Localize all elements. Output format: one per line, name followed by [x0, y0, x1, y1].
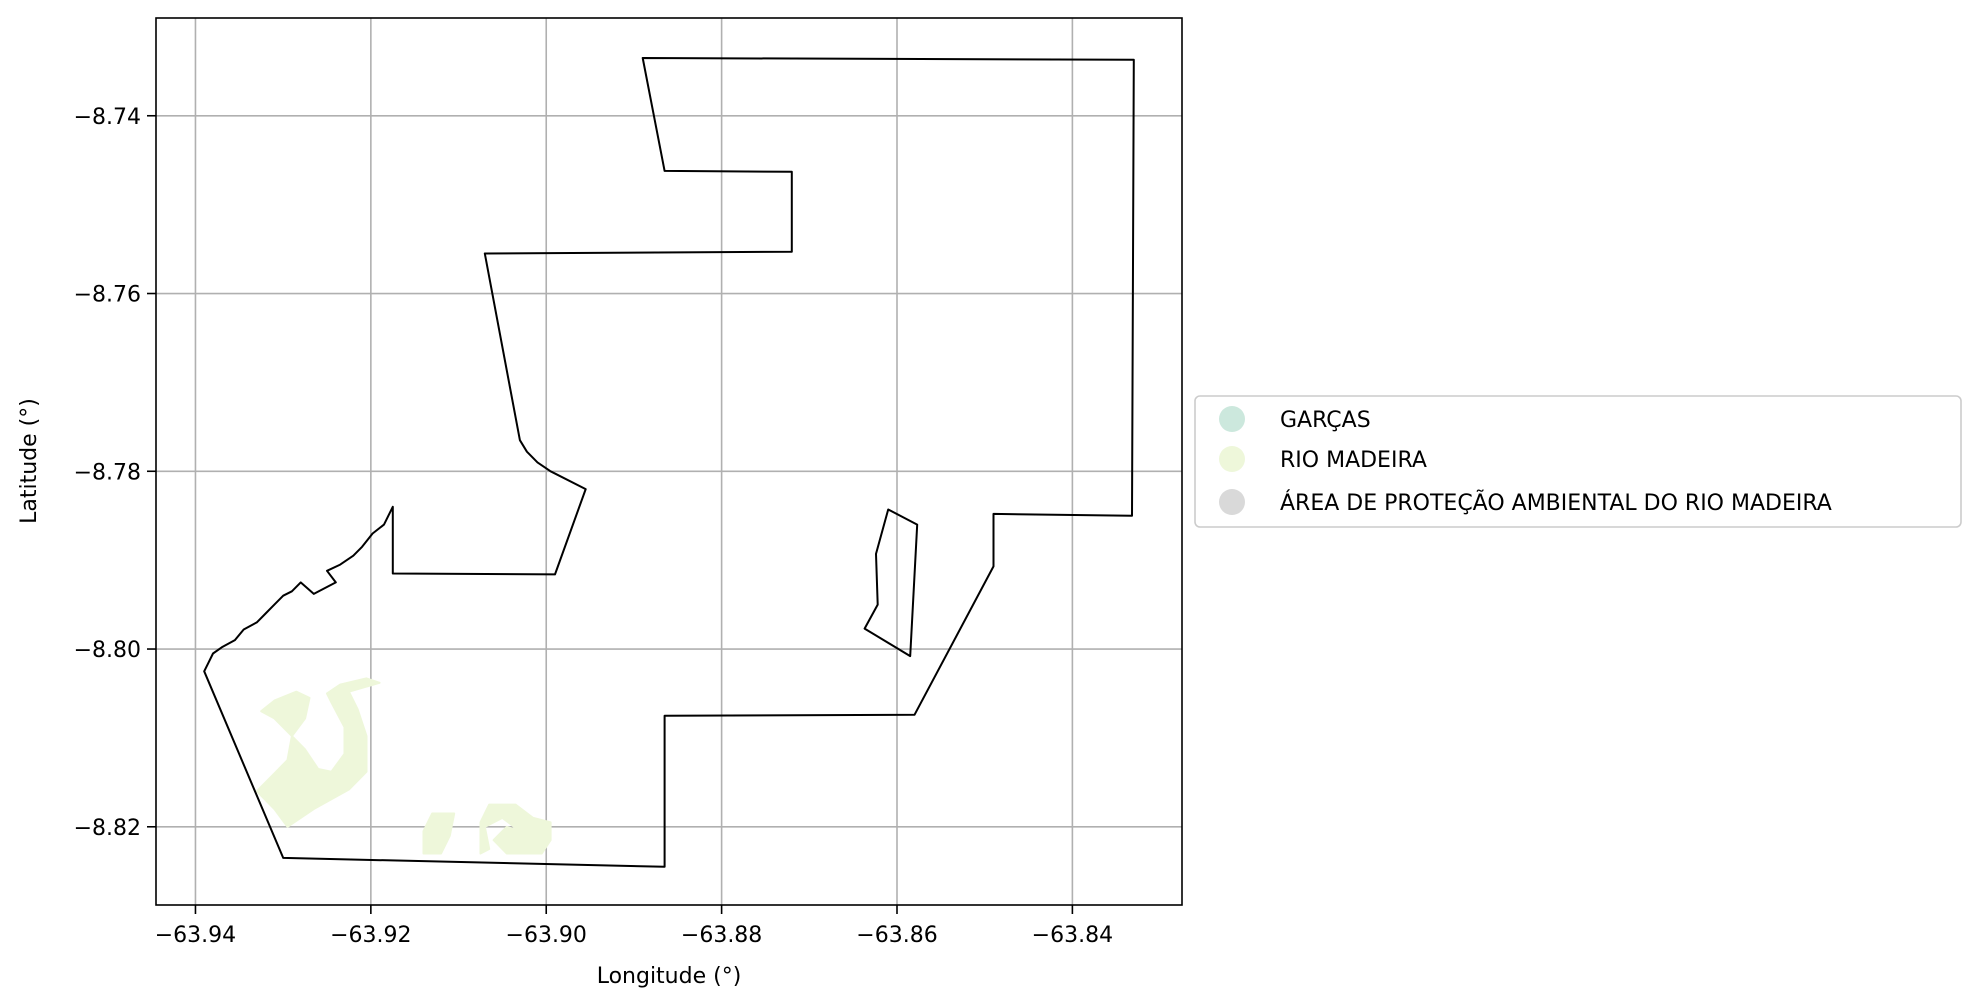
- legend-label-apa-rio-madeira: ÁREA DE PROTEÇÃO AMBIENTAL DO RIO MADEIR…: [1280, 489, 1832, 516]
- y-tick-label: −8.74: [74, 105, 141, 130]
- legend-label-rio-madeira: RIO MADEIRA: [1280, 448, 1427, 473]
- x-tick-label: −63.88: [681, 923, 762, 948]
- rio-madeira-area-layer: [255, 677, 552, 855]
- x-tick-label: −63.90: [506, 923, 587, 948]
- y-tick-label: −8.76: [74, 283, 141, 308]
- legend-label-garcas: GARÇAS: [1280, 408, 1371, 433]
- grid-lines: [156, 18, 1182, 905]
- y-tick-label: −8.78: [74, 460, 141, 485]
- x-tick-label: −63.92: [330, 923, 411, 948]
- x-tick-label: −63.84: [1032, 923, 1113, 948]
- rio-madeira-patch: [255, 677, 381, 828]
- legend: GARÇAS RIO MADEIRA ÁREA DE PROTEÇÃO AMBI…: [1194, 395, 1962, 528]
- inner-boundary-outline: [863, 508, 919, 658]
- legend-marker-rio-madeira: [1219, 446, 1245, 472]
- y-axis-ticks: −8.74 −8.76 −8.78 −8.80 −8.82: [74, 105, 156, 841]
- rio-madeira-patch: [479, 803, 552, 855]
- x-axis-ticks: −63.94 −63.92 −63.90 −63.88 −63.86 −63.84: [155, 905, 1113, 948]
- rio-madeira-patch: [422, 812, 456, 855]
- plot-frame: [155, 17, 1183, 906]
- x-axis-label: Longitude (°): [597, 964, 742, 989]
- y-tick-label: −8.80: [74, 638, 141, 663]
- legend-marker-garcas: [1219, 406, 1245, 432]
- x-tick-label: −63.86: [856, 923, 937, 948]
- boundary-layer: [203, 57, 1135, 868]
- legend-box: [1194, 395, 1962, 528]
- x-tick-label: −63.94: [155, 923, 236, 948]
- legend-marker-apa-rio-madeira: [1219, 489, 1245, 515]
- y-axis-label: Latitude (°): [17, 398, 42, 524]
- boundary-outline: [203, 57, 1135, 868]
- y-tick-label: −8.82: [74, 816, 141, 841]
